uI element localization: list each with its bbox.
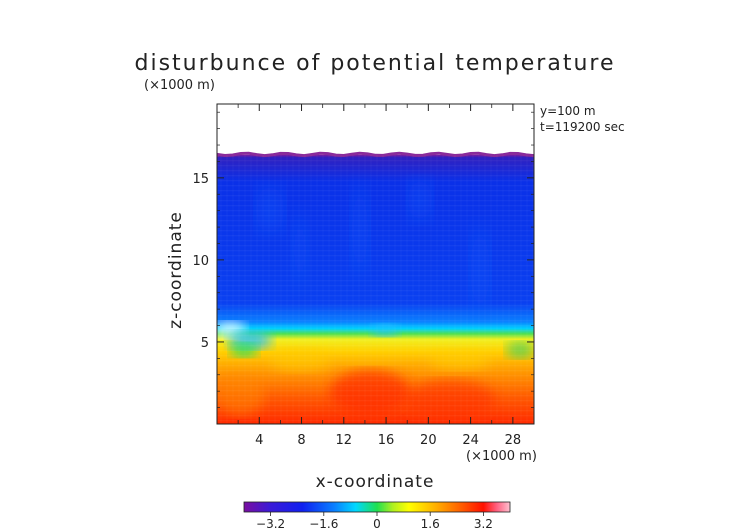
temperature-field [217, 151, 534, 424]
x-tick-label: 4 [255, 433, 263, 448]
field-plume [256, 185, 284, 235]
colorbar-tick-label: −3.2 [256, 517, 285, 531]
field-feature [330, 370, 410, 414]
colorbar-tick-label: −1.6 [309, 517, 338, 531]
x-tick-label: 24 [462, 433, 479, 448]
field-feature [217, 375, 265, 415]
field-plume [408, 178, 432, 222]
field-feature [430, 350, 490, 370]
y-tick-label: 10 [192, 254, 209, 269]
field-feature [405, 380, 495, 420]
field-feature [230, 343, 258, 357]
x-axis: 4 8 12 16 20 24 28 [237, 104, 522, 448]
colorbar-tick-label: 3.2 [474, 517, 493, 531]
annotation-t: t=119200 sec [540, 120, 625, 134]
x-unit-label: (×1000 m) [466, 449, 537, 464]
y-tick-label: 5 [201, 336, 209, 351]
colorbar-tick-label: 1.6 [421, 517, 440, 531]
field-feature [270, 348, 330, 372]
annotation-y: y=100 m [540, 104, 596, 118]
field-feature [506, 342, 534, 358]
plot-frame [216, 103, 535, 425]
top-unit-label: (×1000 m) [144, 78, 215, 93]
field-plume [470, 225, 490, 315]
x-tick-label: 20 [420, 433, 437, 448]
x-tick-label: 28 [505, 433, 522, 448]
field-top-edge [217, 151, 534, 158]
x-tick-label: 8 [297, 433, 305, 448]
colorbar-ticks: −3.2 −1.6 0 1.6 3.2 [256, 512, 493, 531]
x-tick-label: 12 [336, 433, 353, 448]
colorbar [243, 501, 511, 513]
x-tick-label: 16 [378, 433, 395, 448]
field-plume [292, 210, 308, 290]
y-tick-label: 15 [192, 172, 209, 187]
field-plume [351, 180, 369, 280]
y-axis: 5 10 15 [192, 111, 534, 408]
field-feature [371, 324, 399, 336]
chart-title: disturbunce of potential temperature [135, 51, 616, 76]
y-axis-label: z-coordinate [166, 211, 186, 329]
x-axis-label: x-coordinate [316, 472, 435, 492]
colorbar-tick-label: 0 [373, 517, 381, 531]
